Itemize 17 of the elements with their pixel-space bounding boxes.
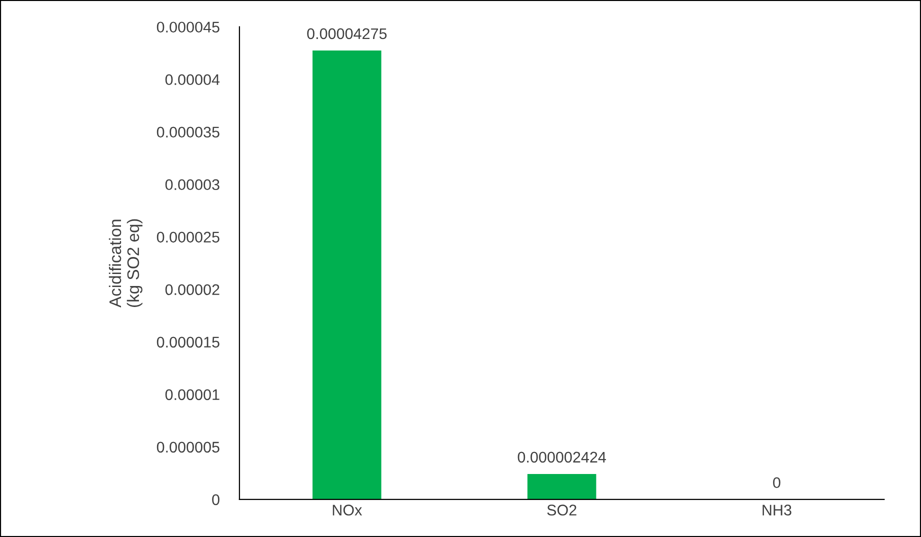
y-tick-label: 0.000015 (156, 336, 220, 348)
y-tick-label: 0.00001 (165, 389, 220, 400)
x-tick-label: NOx (332, 504, 362, 516)
y-tick-label: 0 (212, 494, 220, 506)
y-tick-label: 0.00004 (165, 74, 220, 86)
data-label: 0.00004275 (307, 28, 387, 40)
y-tick-label: 0.000045 (156, 22, 220, 33)
y-tick-label: 0.00002 (165, 284, 220, 296)
y-tick-label: 0.000025 (156, 232, 220, 243)
x-tick-label: SO2 (547, 504, 576, 516)
y-tick-label: 0.000035 (156, 126, 220, 138)
data-label: 0.000002424 (518, 452, 606, 463)
data-label: 0 (773, 477, 780, 488)
y-axis-title: Acidification (kg SO2 eq) (108, 219, 142, 308)
y-tick-label: 0.00003 (165, 179, 220, 190)
x-tick-label: NH3 (762, 504, 792, 516)
y-tick-label: 0.000005 (156, 442, 220, 453)
